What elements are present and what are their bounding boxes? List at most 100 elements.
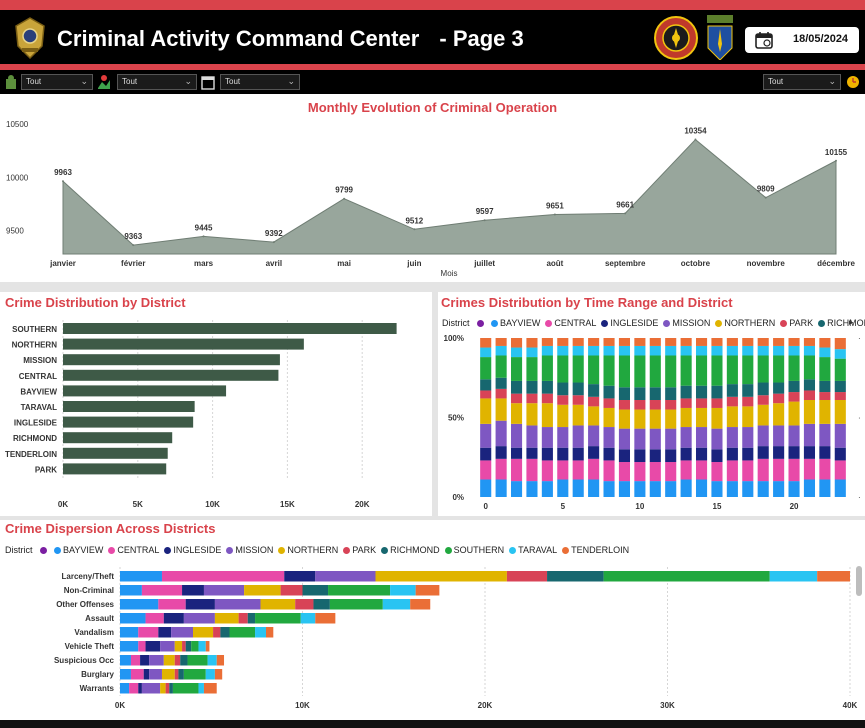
legend-item[interactable]: RICHMOND [818,318,865,328]
legend-item[interactable]: MISSION [663,318,710,328]
date-display[interactable]: 18/05/2024 [745,27,859,53]
bar-segment [834,479,846,497]
legend-item[interactable]: CENTRAL [545,318,596,328]
bar-segment [510,458,523,482]
bar-segment [149,655,164,666]
legend-item[interactable]: CENTRAL [108,545,159,555]
bar-segment [163,655,175,666]
legend-next-icon[interactable]: ▸ [849,317,854,327]
bar-segment [665,387,677,401]
bar-segment [187,655,208,666]
legend-item[interactable]: TARAVAL [509,545,557,555]
legend-item[interactable]: BAYVIEW [491,318,540,328]
filter-select-3[interactable]: Tout ⌄ [220,74,300,90]
legend-dot [545,320,553,327]
filter-select-4[interactable]: Tout ⌄ [763,74,841,90]
bar-segment [803,345,816,356]
y-tick-label: Other Offenses [56,600,114,609]
data-label: 9597 [476,207,494,216]
legend-item[interactable]: TENDERLOIN [562,545,629,555]
bar-segment [191,641,199,652]
filter-select-1[interactable]: Tout ⌄ [21,74,93,90]
bar-segment [819,458,831,480]
bar-segment [120,669,131,680]
legend-item[interactable]: MISSION [226,545,273,555]
bar-segment [665,462,677,482]
x-tick-label: août [546,259,563,268]
bar-segment [158,627,172,638]
bar-segment [726,355,738,385]
bar-segment [572,338,584,346]
bar-segment [788,380,800,393]
soldier-icon [6,75,16,89]
legend-dot [40,547,48,554]
bar-segment [588,406,600,426]
legend-label: MISSION [672,318,711,328]
filter-select-2[interactable]: Tout ⌄ [117,74,197,90]
bar-segment [495,377,507,389]
legend-label: CENTRAL [117,545,160,555]
legend-item[interactable]: PARK [343,545,376,555]
bar-segment [711,462,723,482]
legend-dot [444,547,452,554]
bar-segment [757,345,769,356]
legend-dot [562,547,570,554]
bar-segment [834,380,846,393]
bar-segment [665,449,677,463]
bar-segment [510,393,523,404]
bar [63,432,173,444]
bar-segment [480,390,492,399]
bar [63,338,304,350]
bar-segment [510,338,523,348]
dispersion-title: Crime Dispersion Across Districts [5,521,216,536]
monthly-title: Monthly Evolution of Criminal Operation [307,100,558,115]
bar-segment [603,460,615,482]
bar-segment [695,427,708,448]
bar-segment [819,338,831,348]
legend-item[interactable]: RICHMOND [381,545,440,555]
data-label: 9392 [265,229,283,238]
clock-icon [847,76,859,88]
legend-item[interactable]: NORTHERN [715,318,775,328]
scrollbar-thumb[interactable] [856,566,862,596]
filter-value: Tout [122,77,138,86]
bar-segment [163,613,184,624]
legend-dot [601,320,609,327]
legend-dot [663,320,671,327]
legend-dot [715,320,723,327]
bar-segment [510,423,523,448]
bar-segment [526,380,538,394]
bar-segment [526,403,538,426]
bar-segment [169,683,173,694]
legend-marker [40,545,49,555]
legend-item[interactable]: INGLESIDE [601,318,658,328]
bar-segment [742,384,754,397]
legend-item[interactable]: SOUTHERN [444,545,504,555]
bar-segment [526,447,538,459]
x-tick-label: 20K [478,701,493,710]
bar-segment [618,462,631,482]
bar-segment [819,446,831,459]
filter-value: Tout [225,77,241,86]
bar-segment [588,338,600,346]
bar-segment [149,669,162,680]
bar-segment [803,446,816,459]
legend-item[interactable]: BAYVIEW [54,545,103,555]
bar-segment [711,428,723,450]
marine-corps-seal-icon [654,16,698,60]
y-tick-label: PARK [35,465,57,474]
bar-segment [742,481,754,497]
bar [63,354,280,366]
legend-item[interactable]: INGLESIDE [164,545,221,555]
bar-segment [819,380,831,393]
bar-segment [788,355,800,381]
legend-item[interactable]: PARK [780,318,813,328]
bar-segment [711,355,723,386]
footer-bar [0,720,865,728]
bar-segment [649,355,661,388]
legend-item[interactable]: NORTHERN [278,545,338,555]
y-tick-label: 10500 [6,120,29,129]
district-panel: Crime Distribution by District 0K 5K 10K 15… [0,292,432,516]
bar-segment [649,387,661,401]
y-tick-label: 9500 [6,227,24,236]
